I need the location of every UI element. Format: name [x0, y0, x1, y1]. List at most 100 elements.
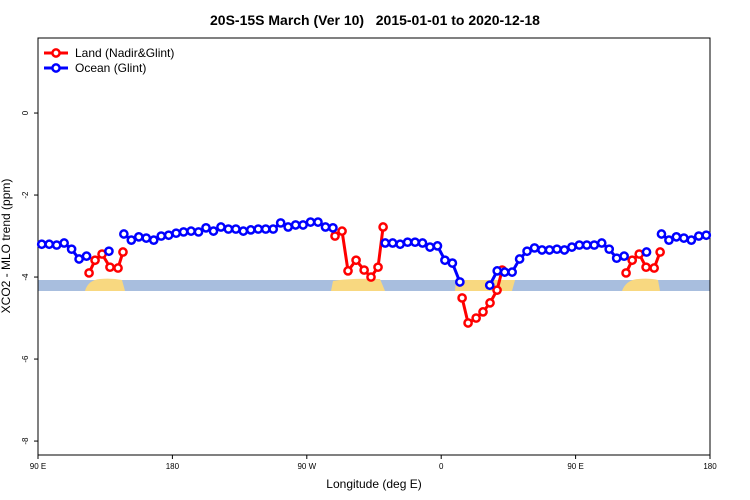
point	[223, 224, 234, 234]
point	[679, 233, 689, 243]
point	[537, 245, 547, 255]
point	[359, 265, 369, 275]
y-tick-label: 0	[21, 110, 30, 115]
point	[366, 272, 376, 282]
point	[485, 298, 495, 308]
point	[529, 243, 540, 253]
point	[522, 246, 532, 257]
point	[36, 239, 47, 250]
point	[387, 238, 398, 248]
point	[320, 222, 331, 232]
point	[619, 251, 629, 261]
point	[627, 255, 638, 266]
point	[641, 247, 652, 257]
point	[559, 245, 570, 255]
point	[119, 229, 129, 239]
point	[484, 280, 495, 291]
point	[492, 285, 502, 296]
point	[552, 244, 562, 255]
point	[156, 231, 167, 241]
point	[171, 228, 181, 239]
point	[253, 224, 264, 234]
point	[664, 235, 674, 245]
point	[410, 237, 420, 248]
point	[216, 222, 226, 232]
point	[514, 254, 525, 264]
point	[686, 235, 697, 245]
point	[133, 232, 144, 242]
point	[432, 241, 443, 251]
point	[126, 235, 137, 245]
point	[104, 246, 114, 257]
point	[90, 255, 100, 266]
point	[574, 240, 585, 250]
point	[290, 220, 301, 230]
y-tick-label: -4	[21, 273, 30, 281]
x-tick-label: 90 E	[30, 462, 46, 471]
point	[380, 238, 391, 248]
x-tick-label: 180	[166, 462, 180, 471]
point	[163, 230, 174, 241]
point	[402, 237, 413, 248]
point	[417, 238, 428, 248]
point	[113, 263, 123, 273]
point	[463, 318, 473, 328]
y-axis-label: XCO2 - MLO trend (ppm)	[0, 179, 13, 314]
point	[193, 227, 204, 237]
point	[66, 244, 77, 255]
point	[44, 239, 55, 250]
y-tick-label: -2	[21, 191, 30, 199]
x-tick-label: 180	[703, 462, 717, 471]
point	[305, 217, 316, 227]
legend-marker	[51, 63, 61, 73]
point	[260, 224, 271, 234]
x-tick-label: 90 W	[297, 462, 316, 471]
point	[457, 293, 467, 303]
point	[567, 242, 577, 252]
point	[231, 224, 241, 234]
series-line	[87, 226, 662, 326]
point	[59, 238, 69, 248]
point	[499, 267, 510, 277]
chart-title: 20S-15S March (Ver 10) 2015-01-01 to 202…	[210, 12, 540, 28]
point	[74, 254, 84, 264]
x-axis-label: Longitude (deg E)	[326, 477, 421, 491]
point	[621, 268, 631, 278]
point	[118, 247, 128, 257]
point	[395, 239, 405, 250]
land-strip	[331, 278, 385, 291]
point	[105, 262, 115, 273]
point	[337, 226, 347, 236]
y-tick-label: -8	[21, 437, 30, 445]
point	[373, 262, 383, 273]
point	[507, 267, 517, 277]
point	[298, 220, 308, 230]
point	[596, 238, 607, 248]
point	[328, 222, 338, 233]
point	[81, 251, 92, 261]
point	[141, 233, 152, 243]
point	[447, 258, 458, 268]
y-tick-label: -6	[21, 355, 30, 363]
point	[178, 227, 189, 237]
point	[238, 226, 249, 236]
point	[84, 268, 94, 278]
point	[655, 247, 665, 257]
point	[478, 307, 488, 317]
point	[313, 217, 323, 227]
point	[201, 222, 211, 233]
point	[343, 266, 353, 276]
point	[649, 263, 659, 273]
legend-label: Land (Nadir&Glint)	[75, 46, 174, 60]
point	[701, 230, 712, 241]
point	[275, 218, 286, 228]
point	[378, 222, 388, 232]
point	[656, 229, 667, 239]
point	[268, 224, 279, 234]
point	[641, 262, 651, 273]
x-tick-label: 90 E	[567, 462, 583, 471]
point	[492, 266, 503, 276]
legend-marker	[51, 48, 61, 58]
